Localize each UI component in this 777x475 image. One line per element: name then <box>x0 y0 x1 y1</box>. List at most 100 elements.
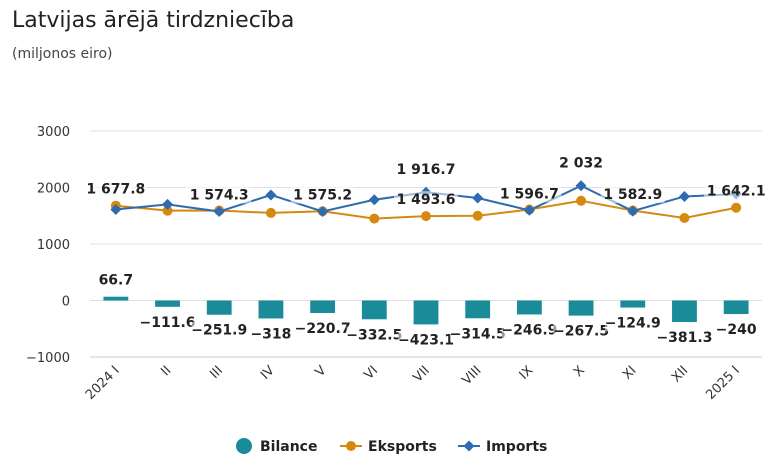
x-tick-label: II <box>158 363 174 379</box>
bilance-bar[interactable] <box>155 300 180 307</box>
legend-bilance-label: Bilance <box>260 439 317 455</box>
y-tick-label: 1000 <box>37 238 70 253</box>
bilance-label: −267.5 <box>553 324 609 340</box>
imports-point[interactable] <box>162 198 174 210</box>
legend-imports-icon <box>463 440 475 452</box>
chart-subtitle: (miljonos eiro) <box>12 46 113 62</box>
imports-point[interactable] <box>678 190 690 202</box>
imports-label-bg <box>557 154 605 172</box>
bilance-label: −111.6 <box>140 315 196 331</box>
imports-label: 2 032 <box>559 156 603 172</box>
legend-eksports-icon <box>346 441 356 451</box>
x-tick-label: XI <box>620 363 640 383</box>
bilance-label: 66.7 <box>99 273 134 289</box>
imports-label-bg <box>600 186 665 204</box>
data-labels: 66.7 −111.6−251.9 −318 −220.7−332.5−423.1 −3… <box>83 154 769 349</box>
bilance-bar[interactable] <box>516 300 542 315</box>
eksports-point[interactable] <box>731 202 742 213</box>
bilance-bar[interactable] <box>568 300 594 316</box>
legend[interactable]: Bilance Eksports Imports <box>236 438 547 455</box>
bilance-bar[interactable] <box>723 300 749 315</box>
imports-point[interactable] <box>472 192 484 204</box>
imports-label-bg <box>187 186 252 204</box>
bilance-label: −220.7 <box>295 321 351 337</box>
legend-imports-label: Imports <box>486 439 547 455</box>
eksports-point[interactable] <box>421 211 431 222</box>
bilance-bar[interactable] <box>413 300 439 325</box>
imports-label: 1 574.3 <box>190 188 249 204</box>
bilance-label: −318 <box>250 326 291 342</box>
eksports-label: 1 677.8 <box>86 182 145 198</box>
bilance-label: −246.9 <box>501 322 557 338</box>
bilance-label: −423.1 <box>398 332 454 348</box>
y-tick-label: −1000 <box>26 351 70 366</box>
y-tick-label: 0 <box>62 295 70 310</box>
legend-item-imports[interactable]: Imports <box>458 439 547 455</box>
legend-item-eksports[interactable]: Eksports <box>340 439 437 455</box>
eksports-point[interactable] <box>265 207 276 218</box>
bilance-bar[interactable] <box>310 300 336 313</box>
y-tick-label: 3000 <box>37 125 70 140</box>
bilance-label-bg <box>139 313 196 331</box>
x-tick-label: III <box>207 363 226 382</box>
bilance-bar[interactable] <box>103 296 129 301</box>
x-tick-label: 2025 I <box>703 363 743 403</box>
bilance-label-bg <box>449 325 506 343</box>
eksports-label-bg <box>704 182 769 200</box>
eksports-point[interactable] <box>369 213 380 224</box>
eksports-point[interactable] <box>679 213 690 224</box>
bilance-bar[interactable] <box>465 300 491 319</box>
bilance-label-bg <box>604 314 661 332</box>
bilance-label: −124.9 <box>605 316 661 332</box>
eksports-point[interactable] <box>472 210 483 221</box>
eksports-point[interactable] <box>576 195 587 206</box>
bilance-bar[interactable] <box>258 300 284 319</box>
x-axis: 2024 I II III IV V VI VII VIII IX X XI XII 2025 I <box>83 356 762 403</box>
bilance-label: −251.9 <box>191 323 247 339</box>
bilance-label: −332.5 <box>346 327 402 343</box>
bilance-bar[interactable] <box>206 300 232 315</box>
legend-eksports-label: Eksports <box>368 439 437 455</box>
chart-title: Latvijas ārējā tirdzniecība <box>12 8 295 33</box>
bilance-label-bg <box>716 321 756 339</box>
bilance-label-bg <box>346 326 403 344</box>
imports-label: 1 596.7 <box>500 186 559 202</box>
imports-point[interactable] <box>523 204 535 216</box>
x-tick-label: X <box>571 363 588 380</box>
bilance-label: −240 <box>716 322 757 338</box>
legend-item-bilance[interactable]: Bilance <box>236 438 317 455</box>
bilance-label-bg <box>656 329 713 347</box>
bilance-bar[interactable] <box>620 300 646 308</box>
eksports-point[interactable] <box>162 205 173 216</box>
x-tick-label: VIII <box>459 363 484 388</box>
x-tick-label: VII <box>411 363 433 385</box>
x-tick-label: VI <box>362 363 382 383</box>
imports-point[interactable] <box>627 205 639 217</box>
imports-label: 1 575.2 <box>293 188 352 204</box>
x-tick-label: IV <box>258 363 278 383</box>
imports-point[interactable] <box>110 203 122 215</box>
bilance-label-bg <box>398 331 454 349</box>
imports-point[interactable] <box>265 189 277 201</box>
imports-point[interactable] <box>213 206 225 218</box>
bilance-label: −381.3 <box>656 330 712 346</box>
eksports-label-bg <box>83 180 148 198</box>
bilance-label-bg <box>251 325 291 343</box>
bilance-label-bg <box>294 319 351 337</box>
bilance-label-bg <box>501 321 558 339</box>
imports-point[interactable] <box>317 206 329 218</box>
y-tick-label: 2000 <box>37 182 70 197</box>
imports-point[interactable] <box>575 180 587 192</box>
eksports-label: 1 642.1 <box>707 184 766 200</box>
y-axis: −1000 0 1000 2000 3000 <box>26 125 70 366</box>
imports-label: 1 916.7 <box>397 162 456 178</box>
eksports-label-bg <box>393 191 459 209</box>
imports-point[interactable] <box>368 194 380 206</box>
bilance-bar[interactable] <box>672 300 697 323</box>
x-tick-label: V <box>313 363 330 380</box>
legend-bilance-icon <box>236 438 252 454</box>
bilance-label-bg <box>96 271 136 289</box>
eksports-label: 1 493.6 <box>397 192 456 208</box>
bilance-bars[interactable] <box>103 296 749 325</box>
bilance-bar[interactable] <box>361 300 387 320</box>
